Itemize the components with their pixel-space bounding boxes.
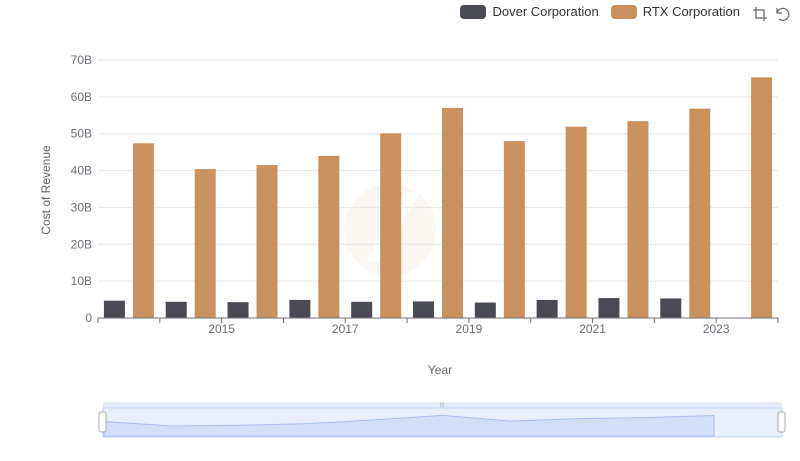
legend-swatch-dover <box>460 4 487 19</box>
bar-dover-2014[interactable] <box>103 300 125 318</box>
y-tick-label: 60B <box>71 90 92 104</box>
bar-rtx-2023[interactable] <box>689 108 711 318</box>
bar-rtx-2018[interactable] <box>380 133 402 318</box>
y-axis-label: Cost of Revenue <box>39 145 53 235</box>
restore-icon[interactable] <box>774 6 790 22</box>
x-tick-label: 2021 <box>579 322 606 336</box>
bar-dover-2018[interactable] <box>351 301 373 318</box>
bar-rtx-2021[interactable] <box>565 126 587 318</box>
slider-top-bar[interactable] <box>103 402 782 408</box>
x-axis-label: Year <box>428 363 452 377</box>
bar-dover-2023[interactable] <box>660 298 682 318</box>
legend-label-dover: Dover Corporation <box>492 4 599 19</box>
y-tick-label: 20B <box>71 237 92 251</box>
bar-rtx-2017[interactable] <box>318 155 340 318</box>
legend-label-rtx: RTX Corporation <box>642 4 740 19</box>
legend-swatch-rtx <box>610 4 637 19</box>
bar-dover-2022[interactable] <box>598 298 620 318</box>
y-tick-label: 50B <box>71 127 92 141</box>
slider-handle-left[interactable] <box>98 411 107 433</box>
bar-rtx-2022[interactable] <box>627 121 649 318</box>
y-tick-label: 0 <box>85 311 92 325</box>
zoom-icon[interactable] <box>752 6 768 22</box>
bar-dover-2019[interactable] <box>413 301 434 318</box>
slider-preview-area <box>103 414 715 437</box>
bar-rtx-2015[interactable] <box>194 169 216 318</box>
bar-dover-2017[interactable] <box>289 299 311 318</box>
bar-rtx-2014[interactable] <box>132 143 154 318</box>
y-tick-label: 10B <box>71 274 92 288</box>
bar-rtx-2019[interactable] <box>442 107 463 319</box>
bar-dover-2020[interactable] <box>474 302 496 318</box>
bars <box>103 77 773 319</box>
data-zoom-slider[interactable]: ||| <box>98 402 786 438</box>
x-tick-label: 2015 <box>208 322 235 336</box>
legend-item-dover[interactable]: Dover Corporation <box>460 4 599 19</box>
toolbox <box>752 6 790 22</box>
x-axis: 2015 2017 2019 2021 2023 <box>97 317 779 336</box>
legend-item-rtx[interactable]: RTX Corporation <box>610 4 740 19</box>
bar-rtx-2024[interactable] <box>751 77 773 318</box>
slider-grip-icon[interactable]: ||| <box>440 403 445 409</box>
y-tick-label: 40B <box>71 164 92 178</box>
x-tick-label: 2017 <box>332 322 359 336</box>
x-tick-label: 2023 <box>703 322 730 336</box>
y-tick-label: 30B <box>71 200 92 214</box>
y-tick-label: 70B <box>71 53 92 67</box>
bar-rtx-2020[interactable] <box>503 141 525 318</box>
y-axis: 0 10B 20B 30B 40B 50B 60B 70B <box>71 53 93 325</box>
x-tick-label: 2019 <box>456 322 483 336</box>
bar-dover-2016[interactable] <box>227 302 249 318</box>
slider-handle-right[interactable] <box>777 411 786 433</box>
bar-rtx-2016[interactable] <box>256 165 278 318</box>
bar-dover-2015[interactable] <box>165 301 187 318</box>
bar-dover-2021[interactable] <box>536 299 558 318</box>
legend: Dover Corporation RTX Corporation <box>460 4 740 19</box>
